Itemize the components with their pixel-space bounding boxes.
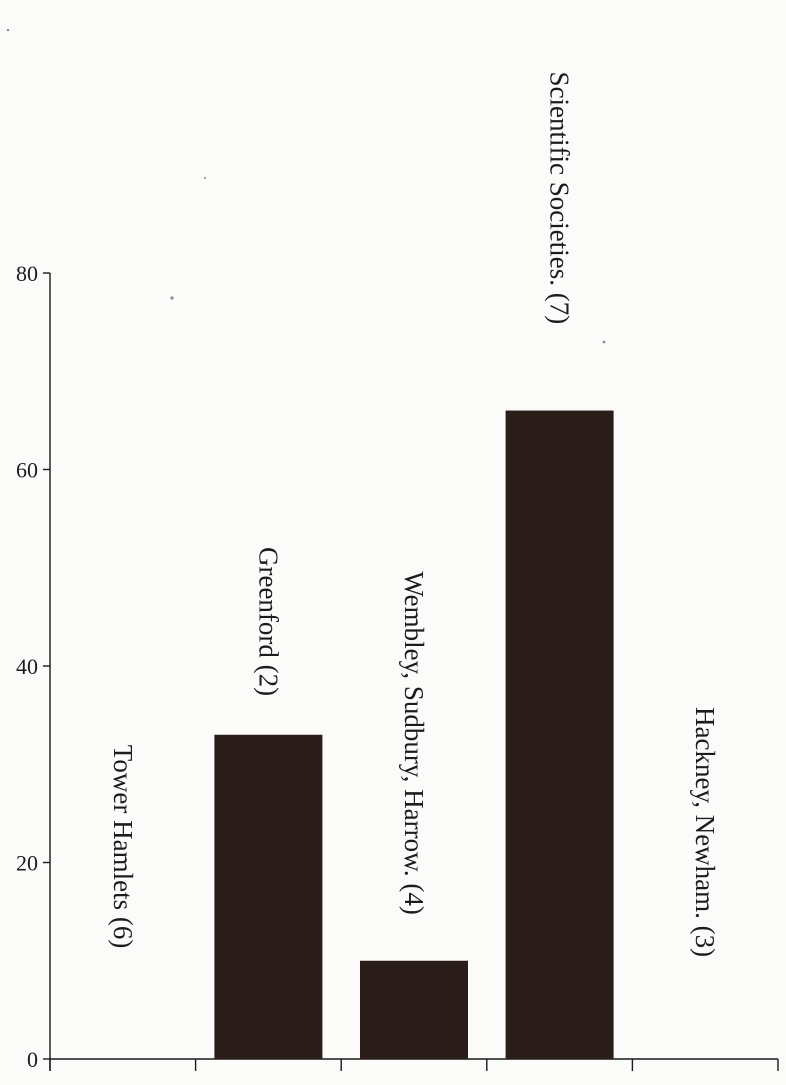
y-tick-label: 80 (16, 261, 38, 286)
speck (6, 28, 10, 32)
bar (505, 410, 614, 1059)
category-label: Wembley, Sudbury, Harrow. (4) (399, 571, 429, 915)
speck (204, 177, 206, 179)
category-label: Greenford (2) (253, 547, 283, 696)
y-tick-label: 0 (27, 1047, 38, 1072)
speck (602, 340, 606, 344)
bar (360, 960, 468, 1059)
y-tick-label: 60 (16, 458, 38, 483)
scan-specks (6, 28, 606, 344)
y-tick-label: 40 (16, 654, 38, 679)
category-label: Tower Hamlets (6) (108, 745, 138, 949)
speck (170, 296, 174, 300)
category-label: Hackney, Newham. (3) (690, 707, 720, 957)
category-labels: Tower Hamlets (6) Greenford (2) Wembley, S… (108, 72, 720, 958)
chart-bars (214, 410, 614, 1059)
y-tick-label: 20 (16, 851, 38, 876)
bar (214, 734, 323, 1059)
chart-axes: 0 20 40 60 80 (16, 261, 779, 1072)
category-label: Scientific Societies. (7) (545, 72, 575, 325)
